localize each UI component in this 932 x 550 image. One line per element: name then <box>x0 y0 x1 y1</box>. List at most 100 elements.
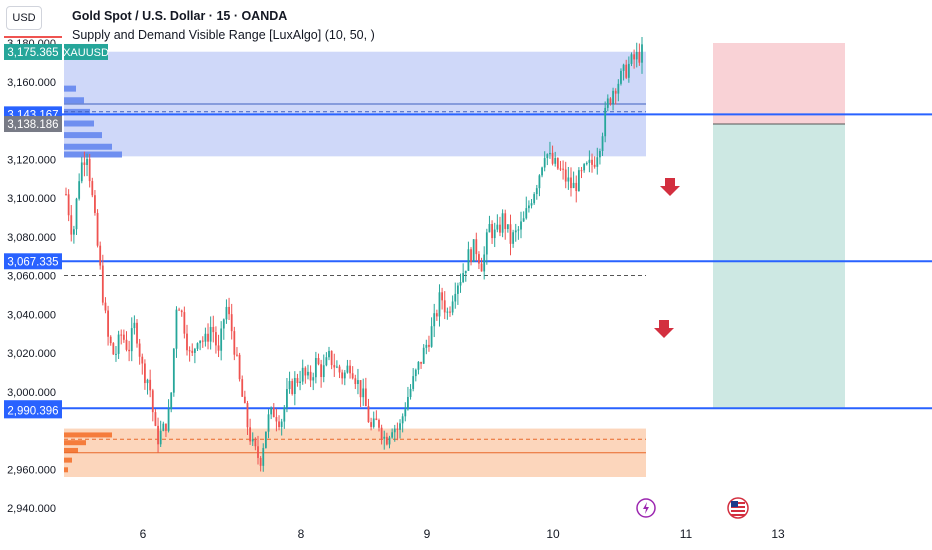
y-tick-label: 3,080.000 <box>7 232 56 244</box>
candle-body <box>480 263 483 272</box>
candle-body <box>99 245 102 266</box>
y-tick-label: 2,960.000 <box>7 464 56 476</box>
candle-body <box>262 447 265 466</box>
demand-volume-bar <box>64 440 86 446</box>
y-tick-label: 3,160.000 <box>7 77 56 89</box>
flag-stripe <box>731 510 745 512</box>
down-arrow-icon <box>654 320 674 338</box>
candle-body <box>220 328 223 351</box>
candle-body <box>330 350 333 366</box>
candle-body <box>351 373 354 379</box>
price-label: 3,175.365 <box>7 47 58 59</box>
flag-stripe <box>731 514 745 516</box>
candle-body <box>188 350 191 352</box>
candle-body <box>72 229 75 235</box>
candle-body <box>425 344 428 348</box>
candle-body <box>336 366 338 368</box>
demand-volume-bar <box>64 432 112 438</box>
target-area <box>713 124 845 409</box>
candle-body <box>112 343 115 355</box>
price-label: 3,138.186 <box>7 119 58 131</box>
candle-body <box>107 310 109 337</box>
candle-body <box>141 356 144 364</box>
supply-volume-bar <box>64 151 122 158</box>
candle-body <box>585 162 588 165</box>
candle-body <box>328 350 330 358</box>
candle-body <box>509 224 512 244</box>
candle-body <box>241 379 244 397</box>
candle-body <box>472 239 475 262</box>
candle-body <box>280 421 283 428</box>
candle-body <box>441 292 444 301</box>
candle-body <box>104 302 107 311</box>
candle-body <box>128 349 131 352</box>
candle-body <box>428 344 430 347</box>
candle-body <box>288 381 291 390</box>
candle-body <box>606 98 609 108</box>
candle-body <box>549 152 551 155</box>
candle-body <box>91 181 94 196</box>
candle-body <box>449 311 451 313</box>
demand-volume-bar <box>64 457 72 463</box>
candle-body <box>512 232 515 244</box>
candle-body <box>454 293 457 302</box>
candle-body <box>599 150 601 158</box>
candle-body <box>525 208 528 219</box>
candle-body <box>464 270 467 274</box>
candle-body <box>333 365 336 368</box>
candle-body <box>396 428 399 430</box>
candle-body <box>257 446 259 458</box>
candle-body <box>157 425 159 445</box>
candle-body <box>207 333 209 342</box>
candle-body <box>622 64 625 71</box>
candle-body <box>259 457 262 466</box>
candle-body <box>154 412 157 426</box>
candle-body <box>275 417 278 422</box>
candle-body <box>246 403 249 428</box>
candle-body <box>483 254 486 272</box>
candle-body <box>109 336 112 344</box>
candle-body <box>283 407 286 422</box>
candle-body <box>617 83 620 94</box>
candle-body <box>372 418 375 427</box>
candle-body <box>178 309 180 311</box>
candle-body <box>499 224 501 233</box>
candle-body <box>170 392 173 409</box>
candle-body <box>138 343 141 357</box>
candle-body <box>228 306 230 315</box>
candle-body <box>146 379 149 384</box>
flag-canton <box>731 501 738 507</box>
candle-body <box>496 224 499 230</box>
candle-body <box>144 363 146 384</box>
supply-volume-bar <box>64 85 76 92</box>
demand-volume-bar <box>64 467 68 473</box>
candle-body <box>475 239 478 255</box>
candle-body <box>543 158 546 168</box>
candle-body <box>635 51 638 60</box>
candle-body <box>604 107 607 137</box>
candle-body <box>485 232 488 255</box>
candle-body <box>625 64 628 78</box>
candle-body <box>501 213 504 233</box>
candle-body <box>191 350 194 353</box>
candle-body <box>167 408 170 431</box>
candle-body <box>367 406 370 423</box>
x-tick-label: 10 <box>546 527 560 541</box>
candle-body <box>86 158 88 166</box>
candle-body <box>199 340 202 344</box>
candle-body <box>506 224 509 230</box>
candle-body <box>186 333 188 351</box>
candle-body <box>596 157 599 167</box>
currency-button[interactable]: USD <box>6 6 42 30</box>
stop-area <box>713 43 845 125</box>
candle-body <box>225 306 228 320</box>
candle-body <box>357 380 359 385</box>
candle-body <box>438 292 441 317</box>
candle-body <box>567 177 570 182</box>
candle-body <box>380 427 383 439</box>
symbol-title: Gold Spot / U.S. Dollar · 15 · OANDA <box>72 9 288 23</box>
supply-volume-bar <box>64 143 112 150</box>
symbol-tag: XAUUSD <box>63 47 109 59</box>
candle-body <box>301 367 304 382</box>
